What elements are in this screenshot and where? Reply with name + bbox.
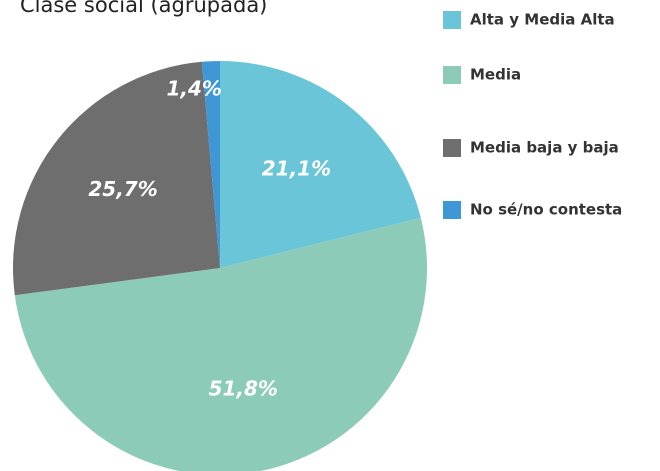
- pie-slice: [14, 217, 427, 471]
- legend-label: Alta y Media Alta: [470, 11, 615, 29]
- legend-swatch: [443, 139, 461, 157]
- chart-title: Clase social (agrupada): [20, 0, 267, 17]
- pie-slice: [13, 61, 221, 296]
- data-label: 21,1%: [262, 157, 331, 181]
- legend-swatch: [443, 11, 461, 29]
- data-label: 51,8%: [209, 377, 278, 401]
- legend-swatch: [443, 66, 461, 84]
- data-label: 1,4%: [166, 77, 221, 101]
- data-label: 25,7%: [88, 177, 157, 201]
- legend-label: Media: [470, 66, 521, 84]
- pie-slice: [220, 61, 421, 268]
- pie-slice: [201, 61, 220, 268]
- legend-label: No sé/no contesta: [470, 201, 622, 219]
- legend-swatch: [443, 201, 461, 219]
- legend-label: Media baja y baja: [470, 139, 619, 157]
